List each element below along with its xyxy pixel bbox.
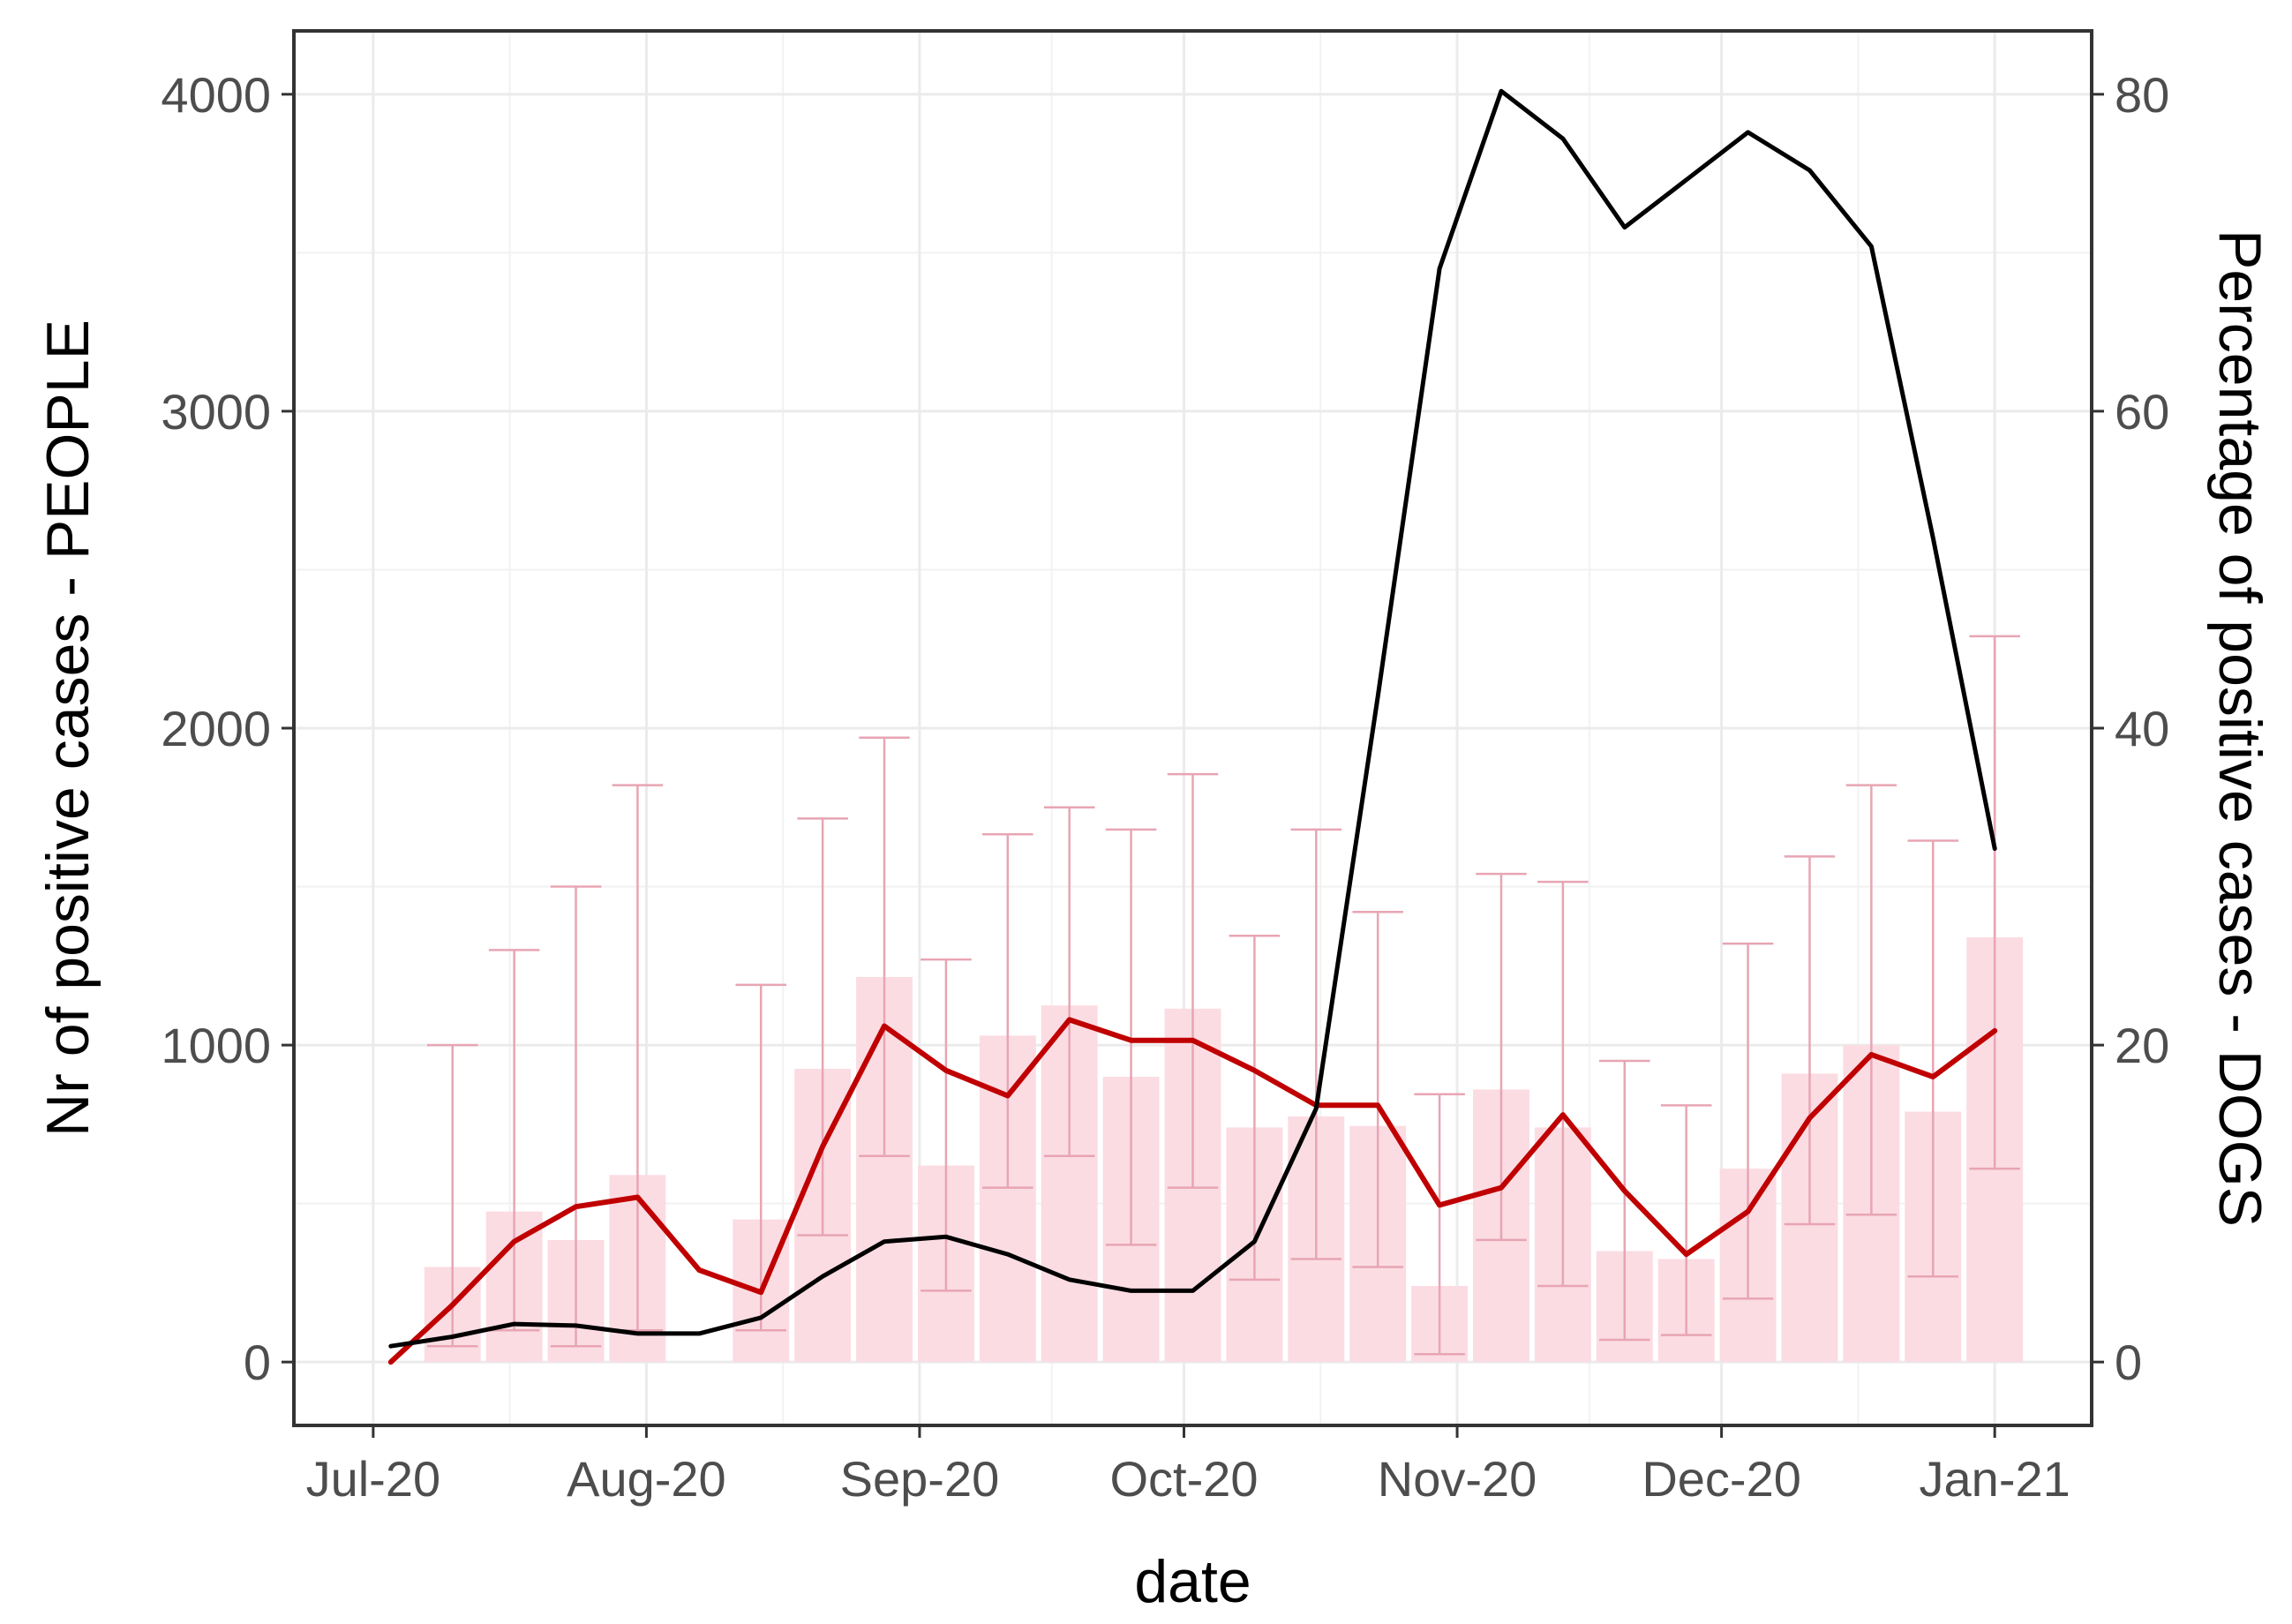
y-axis-left-title: Nr of positive cases - PEOPLE [34,320,101,1137]
errorbar-dogs-2020-11-13 [1537,880,1589,1288]
y-left-tick-label: 2000 [161,701,271,756]
y-left-tick-label: 0 [244,1335,271,1390]
errorbar-dogs-2020-10-16 [1290,828,1342,1260]
errorbar-dogs-2020-08-14 [735,983,786,1332]
errorbars-dogs-percentage [426,635,2020,1356]
y-right-tick-label: 40 [2115,701,2169,756]
y-left-tick-label: 4000 [161,67,271,123]
errorbar-dogs-2020-10-23 [1352,911,1403,1268]
errorbar-dogs-2021-01-01 [1969,635,2020,1170]
y-left-tick-label: 3000 [161,384,271,440]
line-people-cases [388,88,1997,1349]
errorbar-dogs-2020-11-20 [1599,1059,1650,1342]
errorbar-dogs-2020-09-11 [982,833,1033,1189]
x-axis-title: date [1134,1548,1251,1615]
x-tick-label: Jul-20 [306,1451,441,1507]
errorbar-dogs-2020-12-25 [1907,839,1959,1278]
bars-dogs-percentage [424,937,2024,1363]
errorbar-dogs-2020-08-21 [797,817,848,1237]
errorbar-dogs-2020-12-04 [1722,942,1774,1300]
y-right-tick-label: 80 [2115,67,2169,123]
errorbar-dogs-2020-10-09 [1229,934,1281,1282]
x-tick-label: Aug-20 [567,1451,726,1507]
y-axis-right-title: Percentage of positive cases - DOGS [2206,229,2273,1227]
errorbar-dogs-2020-10-02 [1167,772,1219,1189]
errorbar-dogs-2020-12-11 [1784,855,1836,1226]
line-dogs-percentage [387,1017,1998,1365]
errorbar-dogs-2020-11-27 [1660,1104,1712,1336]
x-tick-label: Dec-20 [1642,1451,1801,1507]
x-tick-label: Oct-20 [1109,1451,1258,1507]
errorbar-dogs-2020-12-18 [1845,784,1897,1216]
y-right-tick-label: 20 [2115,1018,2169,1073]
y-left-tick-label: 1000 [161,1018,271,1073]
errorbar-dogs-2020-09-18 [1043,806,1095,1158]
errorbar-dogs-2020-08-28 [859,736,910,1158]
errorbar-dogs-2020-07-10 [426,1043,478,1348]
y-right-tick-label: 60 [2115,384,2169,440]
errorbar-dogs-2020-09-25 [1105,828,1157,1246]
series-lines [387,88,1998,1365]
errorbar-dogs-2020-07-24 [550,885,602,1348]
axes: Jul-20 Aug-20 Sep-20 Oct-20 Nov-20 Dec-20 Jan-… [161,67,2169,1507]
errorbar-dogs-2020-07-17 [488,949,540,1332]
errorbar-dogs-2020-10-30 [1414,1093,1465,1356]
errorbar-dogs-2020-11-06 [1476,872,1527,1242]
x-tick-label: Sep-20 [840,1451,1000,1507]
y-right-tick-label: 0 [2115,1335,2142,1390]
x-tick-label: Nov-20 [1378,1451,1537,1507]
x-tick-label: Jan-21 [1920,1451,2070,1507]
